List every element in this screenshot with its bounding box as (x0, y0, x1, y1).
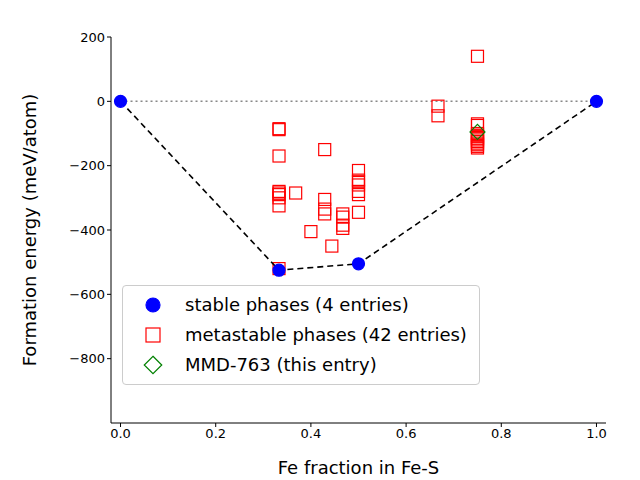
svg-text:1.0: 1.0 (586, 426, 607, 441)
svg-text:0.8: 0.8 (491, 426, 512, 441)
svg-text:0: 0 (97, 94, 105, 109)
svg-text:−400: −400 (69, 223, 105, 238)
svg-text:0.0: 0.0 (110, 426, 131, 441)
html-text:metastable phases (42 entries): metastable phases (42 entries) (185, 324, 467, 345)
html-text:stable phases (4 entries): stable phases (4 entries) (185, 294, 409, 315)
svg-text:Formation energy (meV/atom): Formation energy (meV/atom) (19, 94, 40, 367)
svg-text:200: 200 (80, 30, 105, 45)
svg-text:0.4: 0.4 (301, 426, 322, 441)
svg-text:−800: −800 (69, 351, 105, 366)
svg-text:Fe fraction in Fe-S: Fe fraction in Fe-S (278, 457, 440, 478)
html-text:MMD-763 (this entry): MMD-763 (this entry) (185, 354, 377, 375)
svg-text:0.2: 0.2 (205, 426, 226, 441)
svg-text:−600: −600 (69, 287, 105, 302)
svg-text:−200: −200 (69, 158, 105, 173)
svg-text:0.6: 0.6 (396, 426, 417, 441)
